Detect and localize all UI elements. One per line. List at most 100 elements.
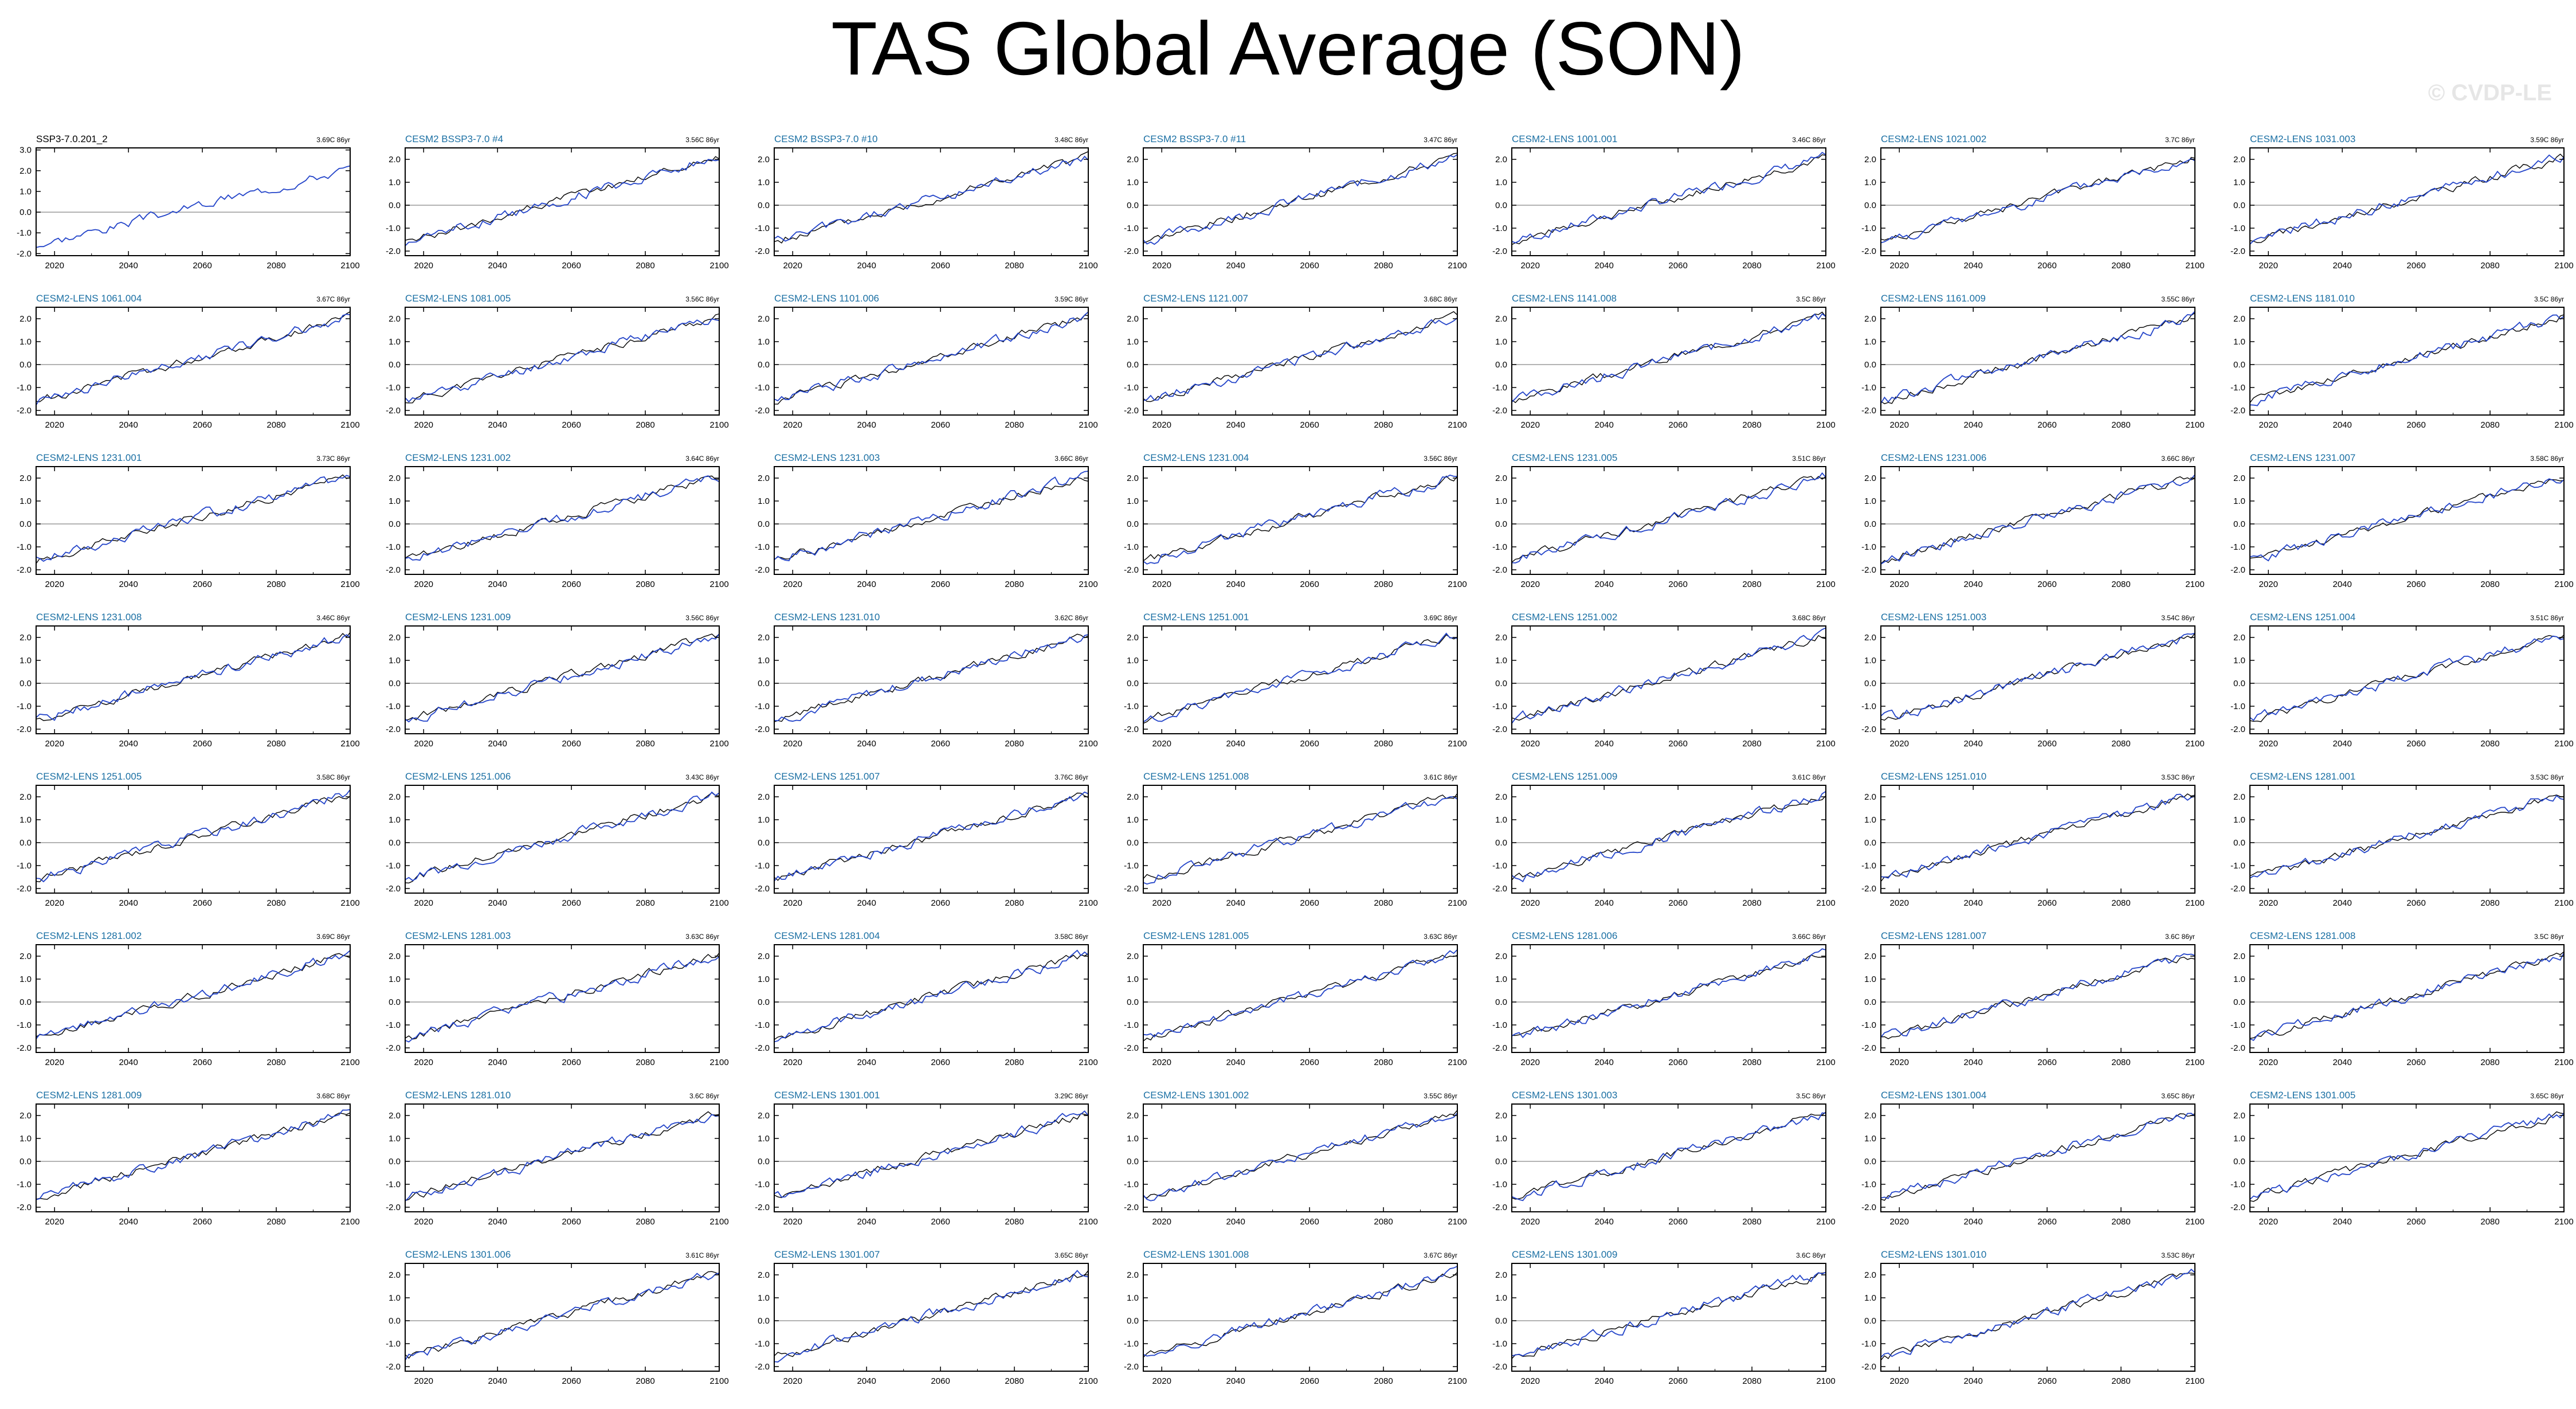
plot-frame bbox=[774, 1103, 1089, 1212]
x-tick-label: 2080 bbox=[1005, 1217, 1024, 1227]
y-tick-label: 2.0 bbox=[19, 952, 32, 961]
y-tick-label: -2.0 bbox=[17, 249, 32, 259]
observed-series-line bbox=[2249, 314, 2565, 404]
x-tick-label: 2100 bbox=[340, 420, 359, 430]
trend-label: 3.43C 86yr bbox=[685, 773, 719, 781]
x-tick-label: 2100 bbox=[340, 1058, 359, 1067]
model-series-line bbox=[774, 791, 1089, 882]
x-tick-label: 2020 bbox=[1152, 420, 1171, 430]
observed-series-line bbox=[774, 151, 1089, 244]
y-tick-label: 2.0 bbox=[389, 314, 401, 324]
panel-title: CESM2-LENS 1251.004 bbox=[2250, 612, 2355, 623]
x-tick-label: 2100 bbox=[2554, 898, 2573, 908]
x-tick-label: 2080 bbox=[266, 739, 285, 749]
y-tick-label: 1.0 bbox=[2233, 815, 2245, 825]
x-tick-label: 2040 bbox=[1963, 898, 1982, 908]
x-tick-label: 2020 bbox=[1521, 739, 1540, 749]
model-series-line bbox=[2249, 154, 2565, 245]
x-tick-label: 2060 bbox=[1668, 739, 1687, 749]
x-tick-label: 2040 bbox=[119, 1217, 138, 1227]
y-tick-label: 0.0 bbox=[1864, 360, 1876, 370]
plot-frame bbox=[36, 1103, 351, 1212]
y-tick-label: 1.0 bbox=[389, 178, 401, 187]
x-tick-label: 2080 bbox=[1742, 898, 1761, 908]
y-tick-label: 0.0 bbox=[19, 1157, 32, 1167]
y-tick-label: 1.0 bbox=[1864, 656, 1876, 666]
y-tick-label: -1.0 bbox=[755, 1339, 770, 1349]
panel-34: CESM2-LENS 1251.010 3.53C 86yr 2020 2040 206… bbox=[1861, 771, 2205, 908]
x-tick-label: 2020 bbox=[783, 1217, 802, 1227]
x-tick-label: 2100 bbox=[2554, 1217, 2573, 1227]
y-tick-label: 0.0 bbox=[1864, 997, 1876, 1007]
observed-series-line bbox=[1143, 1110, 1458, 1199]
y-tick-label: 1.0 bbox=[758, 974, 770, 984]
plot-frame bbox=[2249, 466, 2565, 575]
x-tick-label: 2080 bbox=[1005, 739, 1024, 749]
panel-13: CESM2-LENS 1161.009 3.55C 86yr 2020 2040 206… bbox=[1861, 293, 2205, 430]
y-tick-label: 2.0 bbox=[1864, 155, 1876, 165]
x-tick-label: 2080 bbox=[1374, 1058, 1393, 1067]
model-series-line bbox=[1880, 953, 2195, 1038]
y-tick-label: 2.0 bbox=[2233, 473, 2245, 483]
trend-label: 3.53C 86yr bbox=[2161, 773, 2195, 781]
x-tick-label: 2100 bbox=[1816, 739, 1835, 749]
x-tick-label: 2100 bbox=[2554, 420, 2573, 430]
model-series-line bbox=[405, 1272, 720, 1361]
y-tick-label: -2.0 bbox=[1492, 1043, 1507, 1053]
panel-title: CESM2-LENS 1231.008 bbox=[36, 612, 142, 623]
x-tick-label: 2080 bbox=[1374, 739, 1393, 749]
x-tick-label: 2080 bbox=[266, 1058, 285, 1067]
x-tick-label: 2040 bbox=[1226, 1058, 1245, 1067]
x-tick-label: 2020 bbox=[783, 420, 802, 430]
panel-15: CESM2-LENS 1231.001 3.73C 86yr 2020 2040 206… bbox=[17, 452, 360, 589]
panel-title: CESM2-LENS 1121.007 bbox=[1143, 293, 1248, 304]
panel-47: CESM2-LENS 1301.003 3.5C 86yr 2020 2040 2060… bbox=[1492, 1090, 1836, 1227]
x-tick-label: 2040 bbox=[2332, 580, 2351, 589]
x-tick-label: 2080 bbox=[636, 739, 654, 749]
x-tick-label: 2060 bbox=[1668, 420, 1687, 430]
panel-title: CESM2-LENS 1021.002 bbox=[1881, 134, 1986, 144]
y-tick-label: 1.0 bbox=[1127, 974, 1139, 984]
trend-label: 3.61C 86yr bbox=[1424, 773, 1457, 781]
x-tick-label: 2020 bbox=[1152, 1376, 1171, 1386]
y-tick-label: -2.0 bbox=[1124, 565, 1139, 575]
y-tick-label: 0.0 bbox=[758, 679, 770, 688]
y-tick-label: 2.0 bbox=[1127, 473, 1139, 483]
y-tick-label: 0.0 bbox=[1127, 360, 1139, 370]
y-tick-label: -1.0 bbox=[2230, 1020, 2245, 1030]
x-tick-label: 2020 bbox=[45, 898, 64, 908]
y-tick-label: -1.0 bbox=[1492, 861, 1507, 871]
x-tick-label: 2040 bbox=[488, 261, 507, 271]
observed-series-line bbox=[1143, 793, 1458, 880]
x-tick-label: 2040 bbox=[1226, 261, 1245, 271]
x-tick-label: 2060 bbox=[931, 1376, 950, 1386]
x-tick-label: 2040 bbox=[1963, 1376, 1982, 1386]
model-series-line bbox=[2249, 478, 2565, 562]
x-tick-label: 2040 bbox=[1963, 739, 1982, 749]
trend-label: 3.5C 86yr bbox=[2534, 933, 2564, 941]
y-tick-label: 0.0 bbox=[1495, 360, 1507, 370]
x-tick-label: 2080 bbox=[636, 261, 654, 271]
y-tick-label: 2.0 bbox=[758, 952, 770, 961]
x-tick-label: 2020 bbox=[1890, 1217, 1909, 1227]
y-tick-label: 1.0 bbox=[1864, 1134, 1876, 1144]
observed-series-line bbox=[1880, 1273, 2195, 1361]
x-tick-label: 2040 bbox=[1963, 580, 1982, 589]
panel-21: CESM2-LENS 1231.007 3.58C 86yr 2020 2040 206… bbox=[2230, 452, 2574, 589]
panel-18: CESM2-LENS 1231.004 3.56C 86yr 2020 2040 206… bbox=[1124, 452, 1467, 589]
observed-series-line bbox=[36, 311, 351, 402]
y-tick-label: 2.0 bbox=[758, 314, 770, 324]
panel-31: CESM2-LENS 1251.007 3.76C 86yr 2020 2040 206… bbox=[755, 771, 1098, 908]
observed-series-line bbox=[405, 313, 720, 404]
x-tick-label: 2060 bbox=[2037, 420, 2056, 430]
panel-title: CESM2-LENS 1251.003 bbox=[1881, 612, 1986, 623]
y-tick-label: -2.0 bbox=[755, 884, 770, 894]
y-tick-label: 1.0 bbox=[758, 1134, 770, 1144]
plot-frame bbox=[36, 307, 351, 416]
x-tick-label: 2060 bbox=[2037, 580, 2056, 589]
x-tick-label: 2060 bbox=[1300, 1376, 1319, 1386]
page-title: TAS Global Average (SON) bbox=[831, 6, 1745, 91]
y-tick-label: 1.0 bbox=[19, 656, 32, 666]
y-tick-label: 1.0 bbox=[1864, 974, 1876, 984]
